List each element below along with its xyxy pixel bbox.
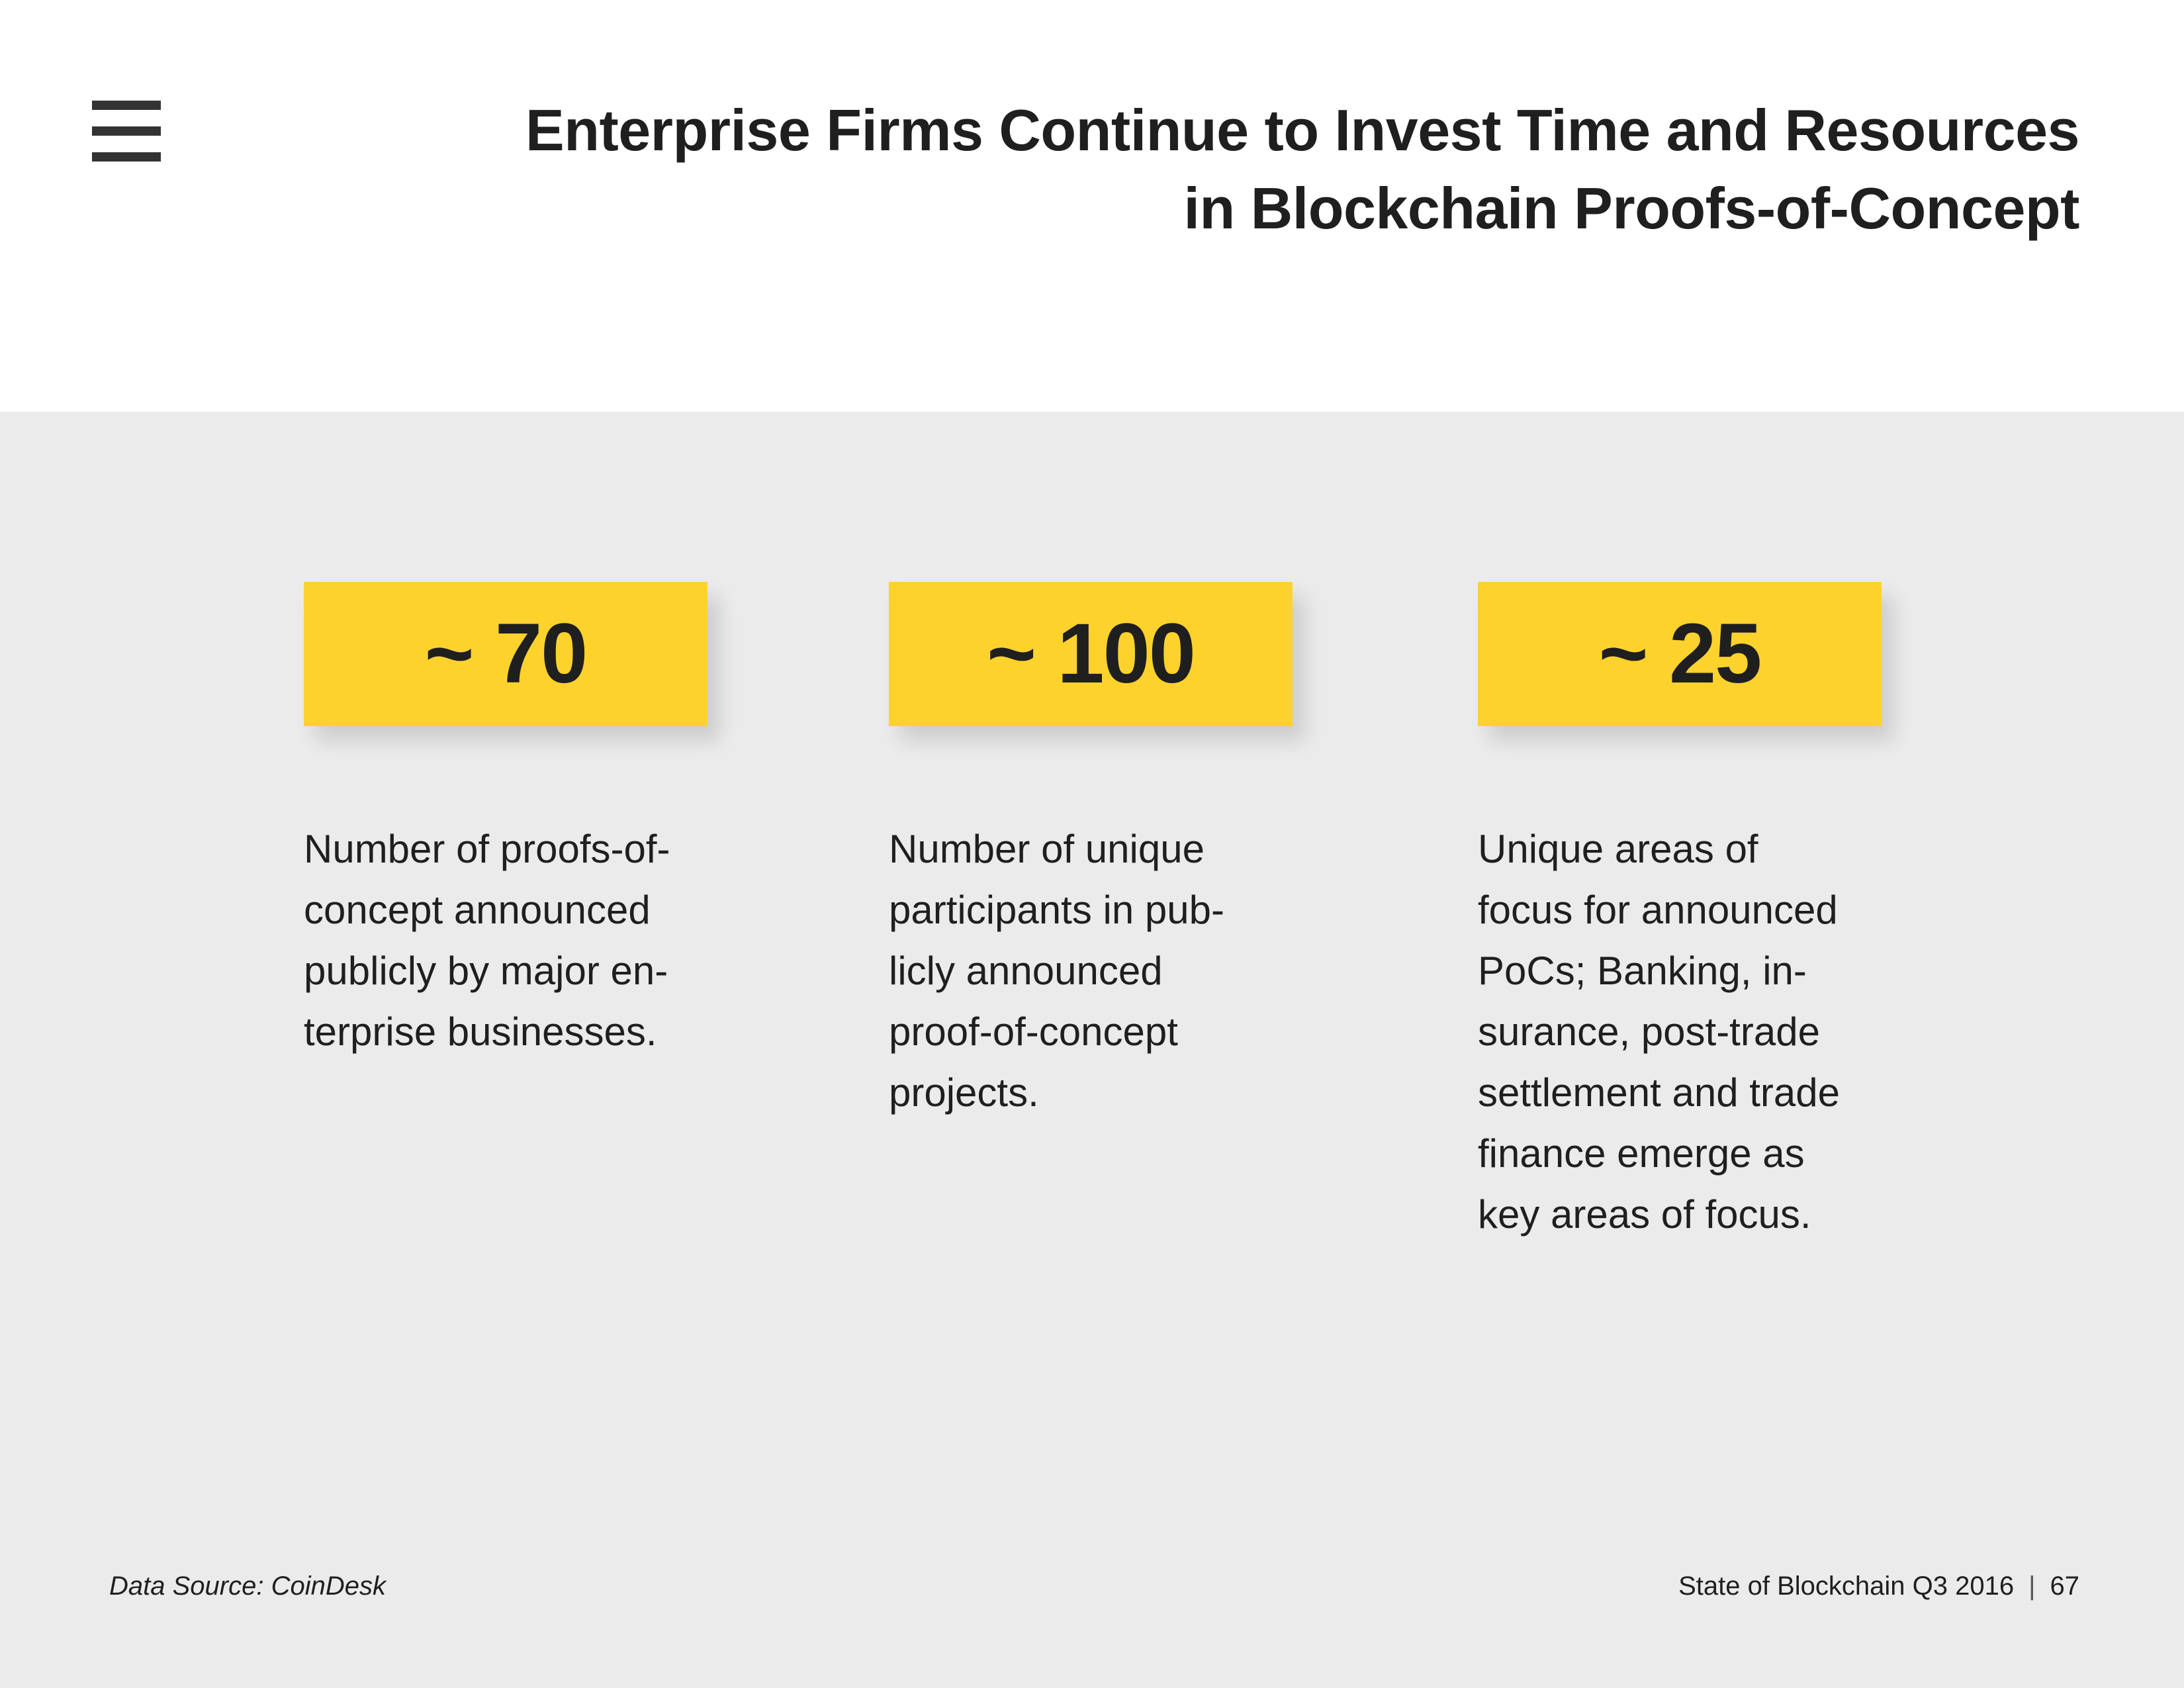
stat-description: Unique areas of focus for announced PoCs… xyxy=(1478,819,1901,1245)
stat-value-box: ~ 25 xyxy=(1478,582,1882,726)
stats-section: ~ 70 Number of proofs-of- concept announ… xyxy=(0,412,2184,1688)
menu-bar-middle xyxy=(92,126,161,136)
footer-separator: | xyxy=(2028,1571,2036,1601)
menu-bar-top xyxy=(92,101,161,110)
stat-description-line: Number of proofs-of- xyxy=(304,827,670,871)
stat-description-line: Unique areas of xyxy=(1478,827,1758,871)
stat-description-line: finance emerge as xyxy=(1478,1131,1805,1176)
stat-description-line: terprise businesses. xyxy=(304,1009,657,1054)
stat-card-proofs-of-concept: ~ 70 Number of proofs-of- concept announ… xyxy=(304,582,727,1062)
page-title-line-1: Enterprise Firms Continue to Invest Time… xyxy=(525,97,2079,163)
stat-description-line: focus for announced xyxy=(1478,888,1838,932)
stat-value-box: ~ 100 xyxy=(889,582,1293,726)
stat-description-line: concept announced xyxy=(304,888,651,932)
stat-card-areas-of-focus: ~ 25 Unique areas of focus for announced… xyxy=(1478,582,1901,1245)
stat-description-line: Number of unique xyxy=(889,827,1205,871)
page-footer: State of Blockchain Q3 2016 | 67 xyxy=(1678,1568,2079,1605)
stat-value: ~ 25 xyxy=(1598,606,1762,701)
stat-description-line: participants in pub- xyxy=(889,888,1224,932)
stat-value: ~ 100 xyxy=(987,606,1196,701)
stat-description-line: proof-of-concept xyxy=(889,1009,1178,1054)
stat-description-line: key areas of focus. xyxy=(1478,1192,1811,1237)
page-title: Enterprise Firms Continue to Invest Time… xyxy=(359,91,2079,248)
stat-description: Number of unique participants in pub- li… xyxy=(889,819,1312,1123)
menu-bar-bottom xyxy=(92,152,161,162)
page-number: 67 xyxy=(2050,1571,2080,1601)
stat-card-participants: ~ 100 Number of unique participants in p… xyxy=(889,582,1312,1123)
publication-title: State of Blockchain Q3 2016 xyxy=(1678,1571,2015,1601)
stat-description-line: publicly by major en- xyxy=(304,949,668,993)
stat-description-line: licly announced xyxy=(889,949,1163,993)
stat-description: Number of proofs-of- concept announced p… xyxy=(304,819,727,1062)
stat-value: ~ 70 xyxy=(424,606,588,701)
stat-value-box: ~ 70 xyxy=(304,582,707,726)
stat-description-line: settlement and trade xyxy=(1478,1070,1841,1115)
stat-description-line: surance, post-trade xyxy=(1478,1009,1820,1054)
stat-description-line: projects. xyxy=(889,1070,1039,1115)
page-title-line-2: in Blockchain Proofs-of-Concept xyxy=(1183,175,2080,241)
hamburger-menu-icon[interactable] xyxy=(92,101,161,162)
page-header: Enterprise Firms Continue to Invest Time… xyxy=(0,0,2184,412)
data-source: Data Source: CoinDesk xyxy=(109,1571,386,1601)
stat-description-line: PoCs; Banking, in- xyxy=(1478,949,1807,993)
